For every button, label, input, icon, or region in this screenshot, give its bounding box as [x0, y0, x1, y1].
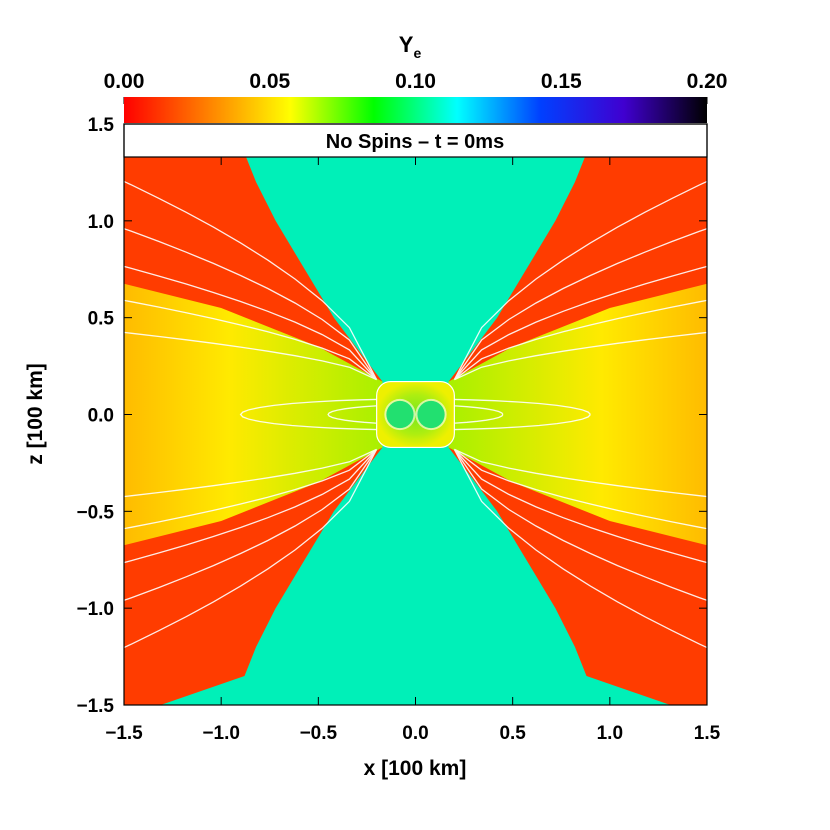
colorbar-tick-label: 0.05 [249, 70, 290, 93]
contour-line [124, 299, 377, 381]
compact-objects [384, 398, 447, 431]
contour-line [454, 299, 707, 381]
contour-line [124, 265, 378, 381]
contour-line [124, 227, 378, 380]
y-tick-label: 0.0 [88, 406, 114, 427]
density-contours [124, 180, 707, 649]
colorbar-tick-label: 0.15 [541, 70, 582, 93]
contour-line [453, 227, 707, 380]
contour-line [124, 180, 378, 380]
x-tick-label: −1.5 [105, 723, 143, 744]
colorbar [124, 97, 707, 123]
x-tick-label: 0.0 [402, 723, 428, 744]
y-tick-label: 0.5 [88, 309, 115, 330]
contour-line [454, 448, 707, 530]
compact-object [417, 400, 445, 429]
contour-line [453, 265, 707, 381]
y-axis-ticks: −1.5 −1.0 −0.5 0.0 0.5 1.0 1.5 [76, 115, 707, 717]
x-axis-ticks: −1.5 −1.0 −0.5 0.0 0.5 1.0 1.5 [105, 157, 721, 744]
contour-line [124, 448, 377, 498]
contour-line [124, 449, 378, 602]
colorbar-tick-label: 0.10 [395, 70, 436, 93]
plot-area [124, 157, 707, 705]
colorbar-tick-label: 0.20 [687, 70, 728, 93]
x-tick-label: 1.0 [597, 723, 623, 744]
contour-line [124, 449, 378, 649]
contour-line [124, 448, 377, 530]
y-tick-label: −1.0 [76, 599, 114, 620]
contour-line [124, 448, 378, 564]
contour-ellipse [239, 398, 591, 431]
contour-line [453, 449, 707, 649]
y-axis-label: z [100 km] [24, 363, 47, 465]
right-inner-region [448, 283, 707, 546]
contour-line [454, 331, 707, 381]
contour-ellipse [327, 404, 504, 425]
colorbar-label: Ye [399, 32, 422, 61]
x-tick-label: −1.0 [202, 723, 240, 744]
x-tick-label: −0.5 [300, 723, 338, 744]
contour-line [124, 331, 377, 381]
contour-line [453, 448, 707, 564]
contour-line [453, 180, 707, 380]
y-tick-label: −1.5 [76, 696, 114, 717]
x-tick-label: 0.5 [499, 723, 526, 744]
contour-line [454, 448, 707, 498]
colorbar-ticks: 0.00 0.05 0.10 0.15 0.20 [104, 70, 728, 104]
left-inner-region [124, 283, 383, 546]
y-tick-label: 1.5 [88, 115, 115, 136]
y-tick-label: 1.0 [88, 212, 114, 233]
plot-title: No Spins – t = 0ms [326, 131, 504, 153]
x-tick-label: 1.5 [694, 723, 721, 744]
colorbar-tick-label: 0.00 [104, 70, 145, 93]
y-tick-label: −0.5 [76, 502, 114, 523]
x-axis-label: x [100 km] [364, 757, 467, 780]
compact-object [386, 400, 414, 429]
contour-line [453, 449, 707, 602]
